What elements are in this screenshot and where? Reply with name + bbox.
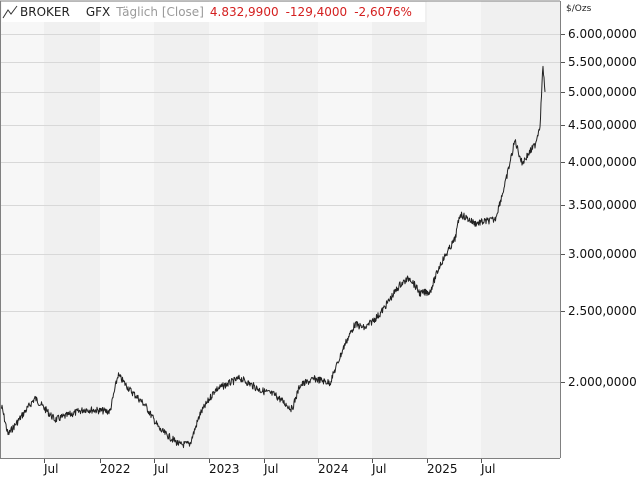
x-tick-label: 2023 [209, 462, 240, 476]
x-tick-label: Jul [481, 462, 496, 476]
price-line [0, 65, 546, 449]
y-tick-label: 2.500,0000 [568, 303, 637, 318]
x-tick-label: Jul [154, 462, 169, 476]
time-band [154, 1, 209, 458]
last-price: 4.832,9900 [209, 5, 279, 19]
y-tick-label: 2.000,0000 [568, 374, 637, 389]
x-tick-label: Jul [264, 462, 279, 476]
time-band [100, 1, 154, 458]
time-band [0, 1, 44, 458]
y-tick-label: 4.000,0000 [568, 154, 637, 169]
x-axis-ticks [44, 459, 482, 463]
time-band [264, 1, 318, 458]
y-tick-label: 5.500,0000 [568, 54, 637, 69]
y-tick-label: 5.000,0000 [568, 84, 637, 99]
time-band [209, 1, 264, 458]
time-bands [0, 1, 560, 458]
broker-label: BROKER [20, 5, 70, 19]
time-band [481, 1, 560, 458]
y-tick-label: 4.500,0000 [568, 117, 637, 132]
x-tick-label: Jul [44, 462, 59, 476]
price-change-pct: -2,6076% [354, 5, 412, 19]
period-label: Täglich [Close] [116, 5, 204, 19]
y-tick-label: 3.500,0000 [568, 197, 637, 212]
symbol-label: GFX [85, 5, 111, 19]
x-tick-label: Jul [372, 462, 387, 476]
x-tick-label: 2025 [427, 462, 458, 476]
gridlines [0, 34, 560, 383]
line-chart-icon [2, 5, 18, 19]
price-change: -129,4000 [285, 5, 348, 19]
x-tick-label: 2024 [318, 462, 349, 476]
y-tick-label: 6.000,0000 [568, 26, 637, 41]
y-tick-label: 3.000,0000 [568, 246, 637, 261]
time-band [44, 1, 100, 458]
time-band [372, 1, 427, 458]
time-band [427, 1, 481, 458]
y-axis-unit: $/Ozs [566, 4, 592, 14]
time-band [318, 1, 372, 458]
x-tick-label: 2022 [100, 462, 131, 476]
y-axis-ticks [561, 34, 565, 383]
chart-legend: BROKER GFX Täglich [Close] 4.832,9900 -1… [2, 2, 425, 22]
